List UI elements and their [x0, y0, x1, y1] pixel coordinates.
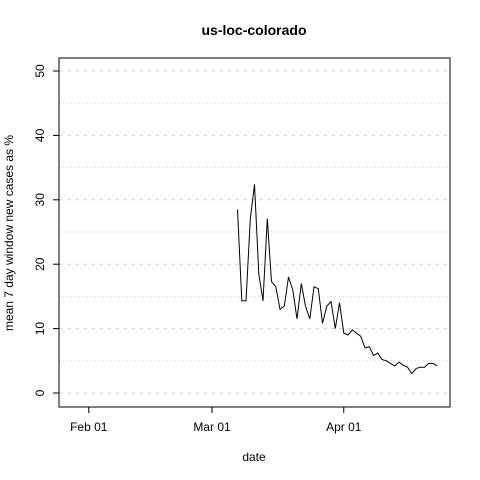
y-tick-label: 0 — [33, 389, 47, 396]
series-group — [237, 184, 438, 375]
y-tick-label: 30 — [33, 193, 47, 207]
gridlines — [59, 70, 450, 394]
x-tick-label: Feb 01 — [70, 420, 108, 434]
x-tick-label: Mar 01 — [193, 420, 231, 434]
x-axis: Feb 01 Mar 01 Apr 01 — [70, 407, 362, 434]
y-tick-label: 10 — [33, 322, 47, 336]
x-tick-label: Apr 01 — [326, 420, 362, 434]
x-axis-label: date — [242, 450, 266, 464]
y-axis-label: mean 7 day window new cases as % — [2, 135, 16, 331]
chart-title: us-loc-colorado — [201, 22, 306, 38]
series-line — [237, 184, 438, 375]
y-tick-label: 20 — [33, 257, 47, 271]
y-axis: 0 10 20 30 40 50 — [33, 64, 59, 396]
plot-frame — [58, 57, 451, 408]
y-tick-label: 40 — [33, 128, 47, 142]
y-tick-label: 50 — [33, 64, 47, 78]
